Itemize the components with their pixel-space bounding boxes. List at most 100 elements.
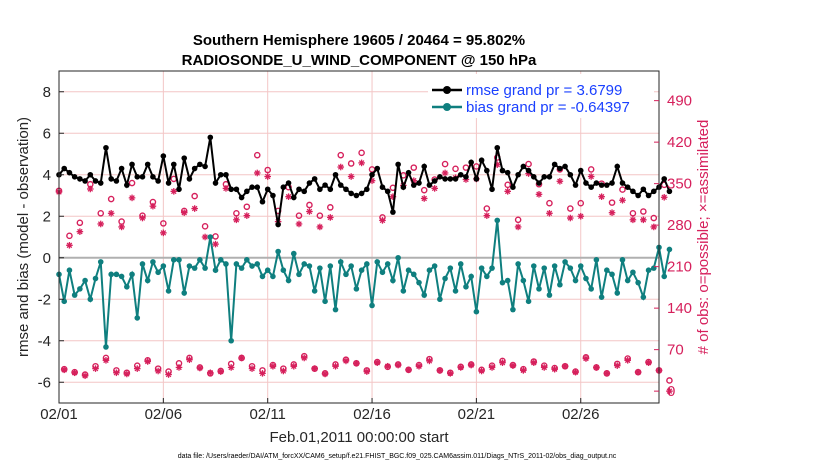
asterisk-stroke xyxy=(280,368,287,374)
bias-point xyxy=(515,261,521,267)
asterisk-stroke xyxy=(108,210,114,217)
asterisk-stroke xyxy=(447,370,454,377)
obs-assimilated-marker xyxy=(645,359,652,366)
rmse-point xyxy=(118,165,125,172)
asterisk-stroke xyxy=(244,212,250,219)
obs-assimilated-marker xyxy=(467,361,475,369)
bias-point xyxy=(520,277,527,284)
asterisk-stroke xyxy=(374,359,381,366)
obs-assimilated-marker xyxy=(149,202,157,210)
asterisk-stroke xyxy=(103,357,109,364)
y-left-axis-label: rmse and bias (model - observation) xyxy=(15,117,32,357)
asterisk-stroke xyxy=(296,221,302,227)
plot-frame xyxy=(58,70,660,404)
obs-assimilated-marker xyxy=(619,196,626,204)
obs-possible-marker xyxy=(306,201,313,209)
obs-possible-marker xyxy=(619,186,626,193)
y-right-tick-label: 490 xyxy=(667,93,692,110)
obs-assimilated-marker xyxy=(436,367,444,374)
bias-point xyxy=(97,259,104,265)
bias-point xyxy=(593,257,600,263)
bias-point xyxy=(317,265,323,271)
asterisk-stroke xyxy=(301,355,307,361)
bias-point xyxy=(207,234,214,240)
y-left-tick-label: 6 xyxy=(43,125,51,142)
obs-possible-marker xyxy=(66,232,73,240)
rmse-point xyxy=(238,194,245,201)
obs-assimilated-marker xyxy=(113,369,120,377)
bias-point xyxy=(165,288,172,294)
bias-point xyxy=(452,288,459,294)
rmse-point xyxy=(379,184,386,190)
legend-bias-marker xyxy=(443,103,451,111)
asterisk-stroke xyxy=(202,234,208,240)
obs-possible-marker xyxy=(97,209,105,217)
rmse-point xyxy=(484,167,490,174)
asterisk-stroke xyxy=(541,364,547,371)
obs-assimilated-marker xyxy=(128,194,136,202)
bias-point xyxy=(358,267,365,274)
asterisk-stroke xyxy=(165,371,172,378)
rmse-point xyxy=(374,165,381,172)
obs-assimilated-marker xyxy=(358,159,365,167)
bias-point xyxy=(567,265,574,271)
asterisk-stroke xyxy=(87,186,94,192)
asterisk-stroke xyxy=(666,388,673,394)
bias-point xyxy=(384,261,391,267)
obs-assimilated-marker xyxy=(520,367,527,374)
asterisk-stroke xyxy=(614,362,621,369)
obs-assimilated-marker xyxy=(384,362,391,370)
rmse-point xyxy=(155,178,161,184)
obs-assimilated-marker xyxy=(321,370,329,378)
rmse-point xyxy=(405,169,412,176)
bias-point xyxy=(353,286,360,292)
obs-possible-marker xyxy=(107,195,115,203)
asterisk-stroke xyxy=(171,188,177,195)
rmse-point xyxy=(546,174,553,180)
bias-point xyxy=(197,257,203,263)
asterisk-stroke xyxy=(223,185,229,192)
rmse-point xyxy=(457,171,464,178)
legend-box xyxy=(428,74,654,118)
asterisk-stroke xyxy=(259,370,266,377)
asterisk-stroke xyxy=(254,170,261,176)
rmse-point xyxy=(254,184,261,190)
asterisk-stroke xyxy=(139,215,146,221)
rmse-point xyxy=(322,182,328,188)
obs-assimilated-marker xyxy=(634,368,642,376)
obs-assimilated-marker xyxy=(196,364,204,372)
bias-point xyxy=(343,271,349,278)
bias-point xyxy=(259,273,266,280)
bias-point xyxy=(118,273,125,280)
metric-lines xyxy=(56,134,673,350)
rmse-point xyxy=(306,180,313,186)
obs-assimilated-marker xyxy=(624,357,631,364)
rmse-point xyxy=(197,161,203,168)
asterisk-stroke xyxy=(212,241,219,247)
obs-possible-marker xyxy=(629,209,637,217)
rmse-point xyxy=(583,180,589,186)
obs-assimilated-marker xyxy=(186,356,193,364)
asterisk-stroke xyxy=(228,364,234,371)
bias-point xyxy=(369,302,375,309)
rmse-point xyxy=(358,190,365,197)
asterisk-stroke xyxy=(384,363,391,370)
bias-point xyxy=(426,267,433,274)
rmse-point xyxy=(369,171,375,178)
bias-point xyxy=(562,259,568,265)
obs-assimilated-marker xyxy=(160,229,167,237)
rmse-point xyxy=(124,182,130,188)
obs-assimilated-marker xyxy=(572,368,579,376)
rmse-point xyxy=(87,171,94,178)
rmse-point xyxy=(390,209,396,215)
bias-point xyxy=(296,271,302,278)
rmse-point xyxy=(630,188,636,195)
bias-point xyxy=(405,267,412,274)
bias-point xyxy=(264,267,271,274)
legend: rmse grand pr = 3.6799 bias grand pr = -… xyxy=(428,74,654,118)
obs-assimilated-marker xyxy=(165,371,172,378)
obs-assimilated-marker xyxy=(431,185,438,192)
obs-possible-marker xyxy=(191,192,198,200)
x-tick-label: 02/21 xyxy=(458,406,496,423)
asterisk-stroke xyxy=(233,217,240,223)
